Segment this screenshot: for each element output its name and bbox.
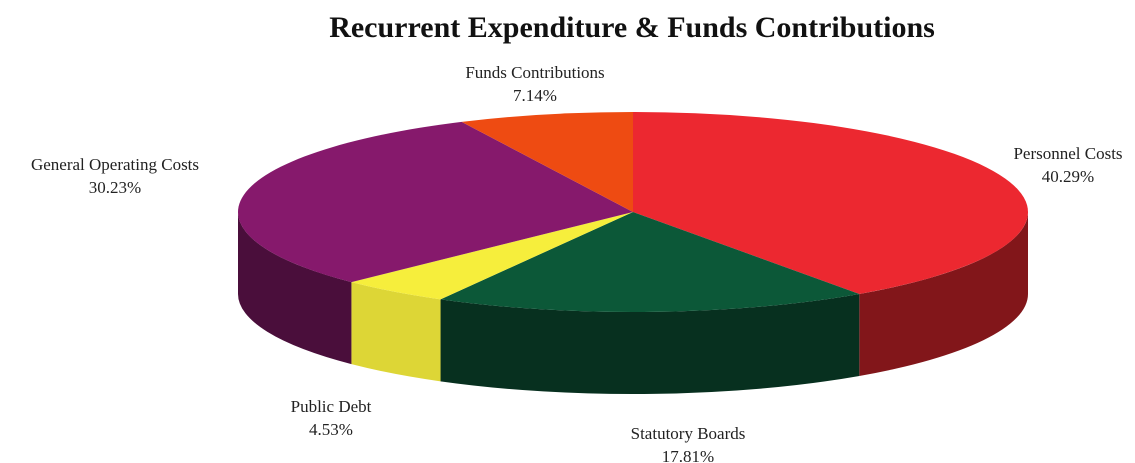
slice-label: General Operating Costs [31, 155, 199, 174]
slice [351, 212, 633, 300]
slice [633, 112, 1028, 294]
slice-side [351, 282, 441, 382]
slice-side [440, 293, 860, 394]
slice-value-label: 7.14% [513, 86, 557, 105]
slice-label: Personnel Costs [1013, 144, 1122, 163]
slice-value-label: 4.53% [309, 420, 353, 439]
slice-value-label: 40.29% [1042, 167, 1094, 186]
slice-label: Funds Contributions [465, 63, 604, 82]
chart-title: Recurrent Expenditure & Funds Contributi… [329, 11, 935, 44]
slice [440, 212, 860, 312]
slice [461, 112, 633, 212]
slice-value-label: 17.81% [662, 447, 714, 463]
slice-side [859, 212, 1028, 376]
slice-value-label: 30.23% [89, 178, 141, 197]
slice-label: Public Debt [291, 397, 372, 416]
slice-label: Statutory Boards [631, 424, 746, 443]
slice [238, 121, 633, 283]
slice-side [238, 212, 352, 365]
